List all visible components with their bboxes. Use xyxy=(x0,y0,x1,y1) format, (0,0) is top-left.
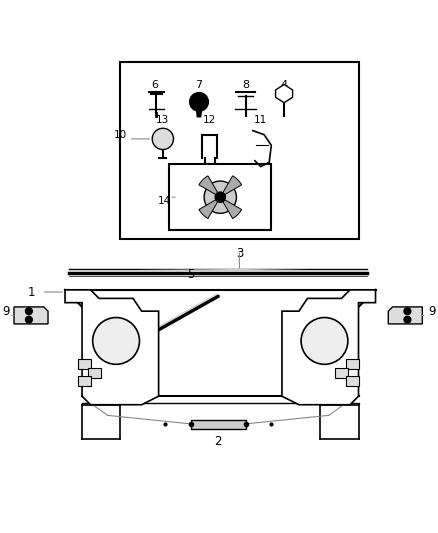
Text: 7: 7 xyxy=(195,80,202,90)
Text: 3: 3 xyxy=(236,247,243,260)
Circle shape xyxy=(404,316,411,323)
Wedge shape xyxy=(199,176,220,197)
Wedge shape xyxy=(199,197,220,219)
Text: 13: 13 xyxy=(156,115,170,125)
Circle shape xyxy=(152,128,173,150)
Bar xyxy=(191,419,246,429)
Wedge shape xyxy=(220,176,242,197)
Text: 4: 4 xyxy=(280,80,288,90)
Bar xyxy=(169,164,271,230)
Circle shape xyxy=(25,316,32,323)
Circle shape xyxy=(215,192,226,203)
Bar xyxy=(88,368,101,378)
Circle shape xyxy=(93,318,139,365)
Text: 14: 14 xyxy=(158,196,171,206)
Text: 5: 5 xyxy=(187,269,194,281)
Text: 12: 12 xyxy=(203,115,216,125)
Polygon shape xyxy=(65,290,159,405)
Text: 9: 9 xyxy=(2,305,10,318)
Polygon shape xyxy=(388,307,422,324)
Bar xyxy=(346,359,359,369)
Bar xyxy=(78,359,91,369)
Bar xyxy=(120,62,359,239)
Circle shape xyxy=(204,181,237,213)
Polygon shape xyxy=(282,290,375,405)
Wedge shape xyxy=(220,197,242,219)
Text: 9: 9 xyxy=(429,305,436,318)
Polygon shape xyxy=(276,84,293,103)
Bar xyxy=(335,368,348,378)
Polygon shape xyxy=(14,307,48,324)
Bar xyxy=(346,376,359,386)
Text: 2: 2 xyxy=(215,435,222,448)
Text: 6: 6 xyxy=(152,80,159,90)
Circle shape xyxy=(190,93,208,111)
Text: 11: 11 xyxy=(254,115,267,125)
Circle shape xyxy=(404,308,411,314)
Polygon shape xyxy=(196,102,202,117)
Bar xyxy=(78,376,91,386)
Circle shape xyxy=(25,308,32,314)
Circle shape xyxy=(301,318,348,365)
Text: 8: 8 xyxy=(242,80,249,90)
Text: 1: 1 xyxy=(28,286,35,298)
Text: 10: 10 xyxy=(113,130,127,140)
